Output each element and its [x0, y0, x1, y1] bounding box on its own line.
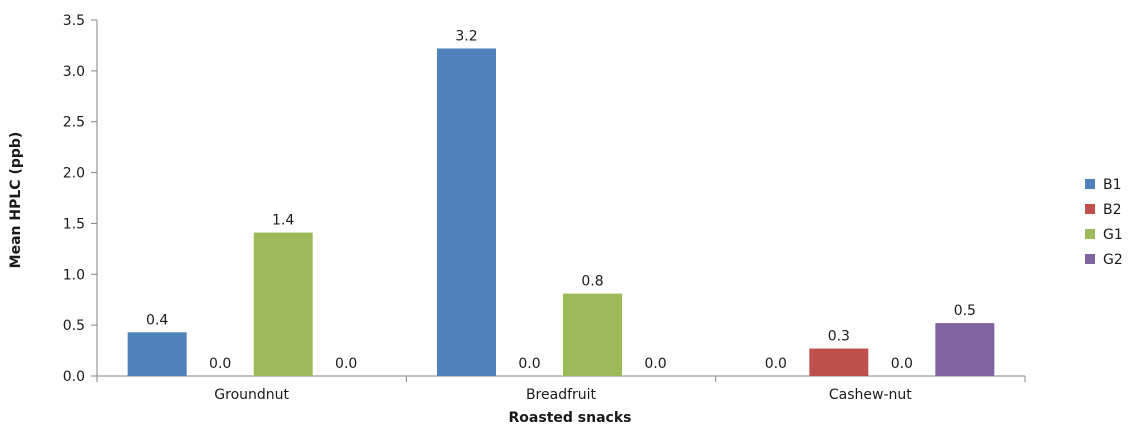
y-tick-label: 1.5 — [63, 216, 85, 232]
data-label: 0.0 — [644, 356, 666, 372]
x-axis-title: Roasted snacks — [509, 410, 632, 426]
legend-swatch-b1 — [1085, 179, 1095, 189]
y-tick-label: 2.0 — [63, 166, 85, 182]
data-label: 1.4 — [272, 213, 294, 229]
x-category-label: Cashew-nut — [829, 387, 912, 403]
y-tick-label: 3.0 — [63, 64, 85, 80]
data-label: 0.5 — [954, 303, 976, 319]
data-label: 0.0 — [518, 356, 540, 372]
bar-b1 — [437, 48, 496, 376]
data-label: 0.8 — [581, 274, 603, 290]
legend-label: B1 — [1103, 177, 1122, 193]
legend-label: B2 — [1103, 202, 1122, 218]
legend-label: G2 — [1103, 252, 1123, 268]
bar-b1 — [127, 332, 187, 376]
legend-swatch-b2 — [1085, 204, 1095, 214]
y-axis: 0.0 0.5 1.0 1.5 2.0 2.5 3.0 3.5 — [63, 13, 98, 385]
x-axis: Groundnut Breadfruit Cashew-nut — [96, 375, 1026, 403]
y-tick-label: 1.0 — [63, 267, 85, 283]
x-category-label: Groundnut — [214, 387, 289, 403]
legend-swatch-g1 — [1085, 229, 1095, 239]
legend-label: G1 — [1103, 227, 1123, 243]
y-tick-label: 0.0 — [63, 369, 85, 385]
y-axis-title: Mean HPLC (ppb) — [8, 132, 24, 269]
y-tick-label: 0.5 — [63, 318, 85, 334]
data-label: 0.3 — [828, 329, 850, 345]
x-category-label: Breadfruit — [526, 387, 597, 403]
data-label: 0.0 — [335, 356, 357, 372]
bar-g1 — [563, 293, 622, 376]
data-label: 0.0 — [209, 356, 231, 372]
data-label: 0.0 — [891, 356, 913, 372]
data-label: 3.2 — [455, 28, 477, 44]
data-label: 0.0 — [765, 356, 787, 372]
bar-b2 — [809, 348, 869, 376]
legend: B1 B2 G1 G2 — [1085, 177, 1123, 268]
legend-swatch-g2 — [1085, 254, 1095, 264]
data-labels: 0.4 0.0 1.4 0.0 3.2 0.0 0.8 0.0 0.0 0.3 0.0 0.5 — [146, 28, 976, 372]
bar-g1 — [253, 232, 313, 376]
y-tick-label: 3.5 — [63, 13, 85, 29]
data-label: 0.4 — [146, 312, 168, 328]
bars — [127, 48, 995, 376]
bar-g2 — [935, 323, 995, 376]
y-tick-label: 2.5 — [63, 115, 85, 131]
